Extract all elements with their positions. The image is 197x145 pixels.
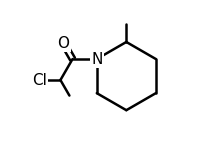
Text: N: N	[91, 51, 102, 67]
Text: O: O	[58, 36, 70, 51]
Text: Cl: Cl	[32, 72, 47, 88]
